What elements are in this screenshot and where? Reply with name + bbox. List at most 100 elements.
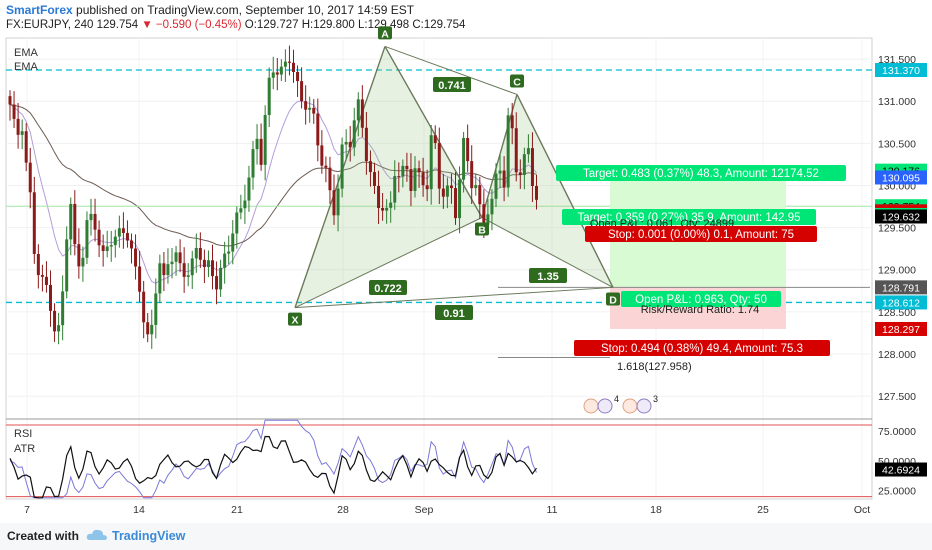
candle-body-37 (158, 263, 162, 294)
candles (8, 45, 538, 349)
event-badge-1: 3 (653, 394, 658, 404)
candle-body-26 (113, 236, 117, 246)
candle-body-62 (259, 138, 263, 165)
candle-body-92 (381, 207, 385, 211)
ema-label-2[interactable]: EMA (14, 61, 38, 73)
candle-body-116 (478, 185, 482, 205)
candle-body-1 (12, 104, 16, 119)
candle-body-40 (170, 261, 174, 265)
pattern-fill-xab (295, 46, 482, 308)
candle-body-119 (490, 198, 494, 215)
target-tag-bg (556, 165, 846, 181)
candle-body-107 (441, 188, 445, 197)
candle-body-93 (385, 207, 389, 211)
publisher-line: SmartForex published on TradingView.com,… (6, 3, 414, 17)
candle-body-7 (36, 253, 40, 276)
candle-body-90 (373, 172, 376, 186)
candle-body-11 (53, 310, 57, 332)
atr-label[interactable]: ATR (14, 443, 36, 455)
point-label-X: X (291, 315, 298, 327)
price-tag-8: 128.791 (882, 282, 920, 294)
tradingview-cloud-icon (86, 529, 107, 540)
candle-body-16 (73, 203, 77, 245)
price-tag-2: 130.095 (882, 172, 920, 184)
x-tick-8: 25 (757, 504, 769, 516)
candle-body-25 (109, 245, 113, 247)
candle-body-36 (154, 293, 158, 325)
price-change: ▼ −0.590 (−0.45%) (141, 19, 242, 31)
candle-body-29 (125, 232, 129, 241)
ratio-label-3: 0.91 (443, 308, 464, 320)
candle-body-117 (482, 204, 486, 225)
candle-body-38 (162, 263, 166, 276)
candle-body-98 (405, 165, 409, 170)
event-badge-0-b (597, 398, 613, 414)
stop-small-tag: Stop: 0.001 (0.00%) 0.1, Amount: 75 (608, 229, 794, 241)
ratio-badge-2 (369, 280, 407, 295)
x-tick-3: 28 (337, 504, 349, 516)
stop-small-tag-bg (585, 226, 817, 242)
point-label-B: B (478, 224, 486, 236)
candle-body-109 (449, 185, 453, 189)
last-price: 129.754 (96, 19, 139, 31)
candle-body-35 (150, 324, 154, 335)
x-tick-9: Oct (854, 504, 870, 516)
event-badge-0: 4 (614, 394, 619, 404)
created-with: Created with (7, 529, 80, 543)
candle-body-31 (134, 248, 138, 267)
candle-body-64 (267, 77, 271, 116)
target-overlap-tag-bg (562, 209, 816, 225)
candle-body-5 (28, 162, 32, 193)
rsi-last-bg (875, 462, 927, 477)
candle-body-126 (518, 172, 522, 175)
target-tag: Target: 0.483 (0.37%) 48.3, Amount: 1217… (583, 168, 819, 180)
candle-body-105 (433, 135, 437, 144)
pattern-line-XA (294, 46, 386, 308)
y-tick-0: 131.500 (878, 54, 916, 66)
candle-body-0 (8, 96, 12, 105)
symbol-label[interactable]: FX:EURJPY, 240 (6, 19, 94, 31)
ema-label-1[interactable]: EMA (14, 47, 38, 59)
x-tick-2: 21 (231, 504, 243, 516)
y-tick-8: 127.500 (878, 391, 916, 403)
pattern-line-CD (516, 94, 614, 288)
candle-body-111 (458, 179, 462, 219)
price-chart[interactable]: X A B C D 0.741 1.35 0.722 0.91 Target: 0.483 (0.… (0, 0, 932, 523)
candle-body-19 (85, 220, 89, 258)
candle-body-99 (409, 169, 413, 191)
candle-body-59 (247, 177, 251, 201)
candle-body-114 (470, 161, 474, 189)
publisher-name[interactable]: SmartForex (6, 3, 73, 17)
y-tick-4: 129.500 (878, 223, 916, 235)
pattern-line-BC (481, 94, 518, 218)
candle-body-72 (300, 81, 304, 102)
point-badge-X (288, 312, 302, 326)
candle-body-102 (421, 172, 425, 186)
candle-body-108 (445, 185, 449, 197)
candle-body-81 (336, 188, 340, 216)
candle-body-123 (506, 115, 510, 188)
candle-body-82 (340, 144, 344, 189)
candle-body-86 (356, 99, 360, 121)
chart-header: SmartForex published on TradingView.com,… (0, 0, 932, 34)
event-badge-1-a (622, 398, 638, 414)
rsi-label[interactable]: RSI (14, 428, 33, 440)
tradingview-brand[interactable]: TradingView (112, 529, 186, 543)
candle-body-129 (530, 148, 534, 186)
atr-line (9, 435, 537, 499)
rsi-last-label: 42.6924 (882, 465, 920, 477)
candle-body-9 (44, 276, 48, 285)
candle-body-87 (360, 99, 364, 128)
candle-body-30 (130, 240, 133, 249)
candle-body-118 (486, 214, 490, 225)
ohlc-line: FX:EURJPY, 240 129.754 ▼ −0.590 (−0.45%)… (6, 19, 465, 31)
candle-body-4 (24, 131, 28, 163)
price-tag-9: 128.612 (882, 297, 920, 309)
point-label-D: D (609, 294, 617, 306)
candle-body-12 (57, 325, 61, 332)
stop-tag-bg (574, 340, 830, 356)
candle-body-33 (142, 291, 146, 323)
candle-body-66 (275, 72, 279, 75)
candle-body-97 (401, 165, 405, 177)
open-pl-tag: Open P&L: 0.963, Qty: 50 (635, 294, 767, 306)
